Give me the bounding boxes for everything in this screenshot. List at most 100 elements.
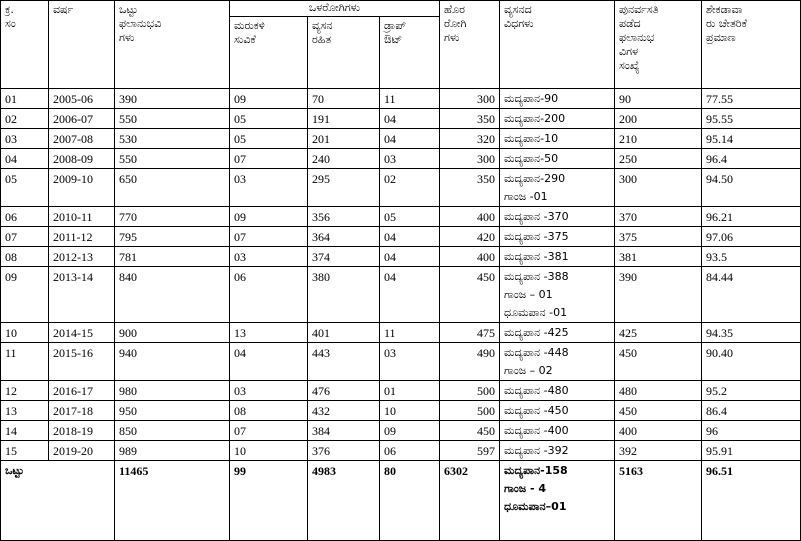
- header-outpatients: ಹೊರ ರೋಗಿ ಗಳು: [439, 0, 501, 89]
- cell-rehabilitated: 392: [614, 440, 703, 461]
- cell-year: 2007-08: [48, 128, 115, 149]
- cell-serial: 05: [0, 168, 49, 207]
- table-row: 05 2009-10 650 03 295 02 350 ಮದ್ಯಪಾನ-290 ಗಾಂಜ -…: [0, 168, 801, 207]
- cell-recovery-percent: 95.14: [701, 128, 801, 149]
- cell-serial: 15: [0, 440, 49, 461]
- cell-outpatients: 450: [439, 266, 501, 323]
- cell-serial: 12: [0, 380, 49, 401]
- cell-rehabilitated: 400: [614, 420, 703, 441]
- cell-total-beneficiaries: 550: [114, 148, 230, 169]
- cell-addiction-free: 443: [307, 342, 380, 381]
- cell-total-beneficiaries: 530: [114, 128, 230, 149]
- cell-outpatients: 490: [439, 342, 501, 381]
- table-row: 09 2013-14 840 06 380 04 450 ಮದ್ಯಪಾನ -388 ಗಾಂಜ …: [0, 266, 801, 323]
- table-row: 12 2016-17 980 03 476 01 500 ಮದ್ಯಪಾನ -480 480 95.…: [0, 380, 801, 401]
- cell-outpatients: 400: [439, 206, 501, 227]
- cell-addiction-free: 384: [307, 420, 380, 441]
- cell-recovery-percent: 94.35: [701, 322, 801, 343]
- table-row: 13 2017-18 950 08 432 10 500 ಮದ್ಯಪಾನ -450 450 86.…: [0, 400, 801, 421]
- cell-dropout: 02: [378, 168, 441, 207]
- cell-dropout: 04: [378, 128, 441, 149]
- cell-year: 2005-06: [48, 88, 115, 109]
- cell-relapse: 03: [229, 380, 308, 401]
- table-row: 01 2005-06 390 09 70 11 300 ಮದ್ಯಪಾನ-90 90 77.55: [0, 88, 801, 109]
- cell-rehabilitated: 381: [614, 246, 703, 267]
- cell-relapse: 09: [229, 206, 308, 227]
- header-serial-number: ಕ್ರ. ಸಂ: [0, 0, 49, 89]
- total-cell-dropout: 80: [378, 460, 441, 541]
- cell-total-beneficiaries: 980: [114, 380, 230, 401]
- cell-addiction-types: ಮದ್ಯಪಾನ-90: [499, 88, 616, 109]
- cell-addiction-free: 191: [307, 108, 380, 129]
- cell-relapse: 07: [229, 420, 308, 441]
- cell-recovery-percent: 95.2: [701, 380, 801, 401]
- cell-outpatients: 450: [439, 420, 501, 441]
- total-cell-addiction-types: ಮದ್ಯಪಾನ-158 ಗಾಂಜ - 4 ಧೂಮಪಾನ–01: [499, 460, 616, 541]
- total-cell-addiction-free: 4983: [307, 460, 380, 541]
- cell-year: 2011-12: [48, 226, 115, 247]
- cell-serial: 02: [0, 108, 49, 129]
- cell-addiction-types: ಮದ್ಯಪಾನ-290 ಗಾಂಜ -01: [499, 168, 616, 207]
- cell-addiction-free: 364: [307, 226, 380, 247]
- cell-total-beneficiaries: 650: [114, 168, 230, 207]
- cell-addiction-free: 240: [307, 148, 380, 169]
- cell-dropout: 11: [378, 322, 441, 343]
- cell-recovery-percent: 95.91: [701, 440, 801, 461]
- cell-serial: 07: [0, 226, 49, 247]
- cell-outpatients: 475: [439, 322, 501, 343]
- cell-rehabilitated: 300: [614, 168, 703, 207]
- total-cell-total-beneficiaries: 11465: [114, 460, 230, 541]
- header-recovery-percent: ಶೇಕಡಾವಾ ರು ಚೇತರಿಕೆ ಪ್ರಮಾಣ: [701, 0, 801, 89]
- cell-addiction-types: ಮದ್ಯಪಾನ -370: [499, 206, 616, 227]
- cell-addiction-types: ಮದ್ಯಪಾನ-200: [499, 108, 616, 129]
- cell-dropout: 03: [378, 148, 441, 169]
- table-row: 06 2010-11 770 09 356 05 400 ಮದ್ಯಪಾನ -370 370 96.…: [0, 206, 801, 227]
- cell-total-beneficiaries: 795: [114, 226, 230, 247]
- cell-serial: 14: [0, 420, 49, 441]
- header-inpatients-group: ಒಳರೋಗಿಗಳು: [228, 0, 441, 17]
- cell-outpatients: 400: [439, 246, 501, 267]
- total-cell-totals-label: ಒಟ್ಟು: [0, 460, 115, 541]
- cell-year: 2019-20: [48, 440, 115, 461]
- cell-year: 2006-07: [48, 108, 115, 129]
- table-row: 02 2006-07 550 05 191 04 350 ಮದ್ಯಪಾನ-200 200 95.5…: [0, 108, 801, 129]
- cell-total-beneficiaries: 989: [114, 440, 230, 461]
- table-row: 04 2008-09 550 07 240 03 300 ಮದ್ಯಪಾನ-50 250 96.4: [0, 148, 801, 169]
- cell-rehabilitated: 390: [614, 266, 703, 323]
- total-cell-rehabilitated: 5163: [614, 460, 703, 541]
- cell-serial: 08: [0, 246, 49, 267]
- cell-rehabilitated: 90: [614, 88, 703, 109]
- cell-addiction-types: ಮದ್ಯಪಾನ -400: [499, 420, 616, 441]
- cell-rehabilitated: 450: [614, 400, 703, 421]
- cell-outpatients: 597: [439, 440, 501, 461]
- cell-year: 2014-15: [48, 322, 115, 343]
- cell-relapse: 03: [229, 246, 308, 267]
- cell-year: 2013-14: [48, 266, 115, 323]
- cell-addiction-types: ಮದ್ಯಪಾನ-10: [499, 128, 616, 149]
- cell-recovery-percent: 93.5: [701, 246, 801, 267]
- cell-addiction-types: ಮದ್ಯಪಾನ -425: [499, 322, 616, 343]
- cell-addiction-free: 356: [307, 206, 380, 227]
- table-row: 14 2018-19 850 07 384 09 450 ಮದ್ಯಪಾನ -400 400 96: [0, 420, 801, 441]
- cell-addiction-free: 380: [307, 266, 380, 323]
- cell-recovery-percent: 84.44: [701, 266, 801, 323]
- table-row: 10 2014-15 900 13 401 11 475 ಮದ್ಯಪಾನ -425 425 94.…: [0, 322, 801, 343]
- cell-outpatients: 350: [439, 168, 501, 207]
- cell-year: 2009-10: [48, 168, 115, 207]
- cell-rehabilitated: 480: [614, 380, 703, 401]
- cell-outpatients: 420: [439, 226, 501, 247]
- totals-row: ಒಟ್ಟು 11465 99 4983 80 6302 ಮದ್ಯಪಾನ-158 ಗಾಂಜ -…: [0, 460, 801, 541]
- header-dropout: ಡ್ರಾಪ್ ಔಟ್: [378, 16, 441, 89]
- total-cell-recovery-percent: 96.51: [701, 460, 801, 541]
- cell-relapse: 05: [229, 108, 308, 129]
- cell-recovery-percent: 94.50: [701, 168, 801, 207]
- cell-addiction-free: 70: [307, 88, 380, 109]
- cell-total-beneficiaries: 840: [114, 266, 230, 323]
- cell-dropout: 01: [378, 380, 441, 401]
- table-row: 11 2015-16 940 04 443 03 490 ಮದ್ಯಪಾನ -448 ಗಾಂಜ …: [0, 342, 801, 381]
- cell-year: 2017-18: [48, 400, 115, 421]
- cell-rehabilitated: 450: [614, 342, 703, 381]
- cell-addiction-types: ಮದ್ಯಪಾನ -480: [499, 380, 616, 401]
- total-cell-relapse: 99: [229, 460, 308, 541]
